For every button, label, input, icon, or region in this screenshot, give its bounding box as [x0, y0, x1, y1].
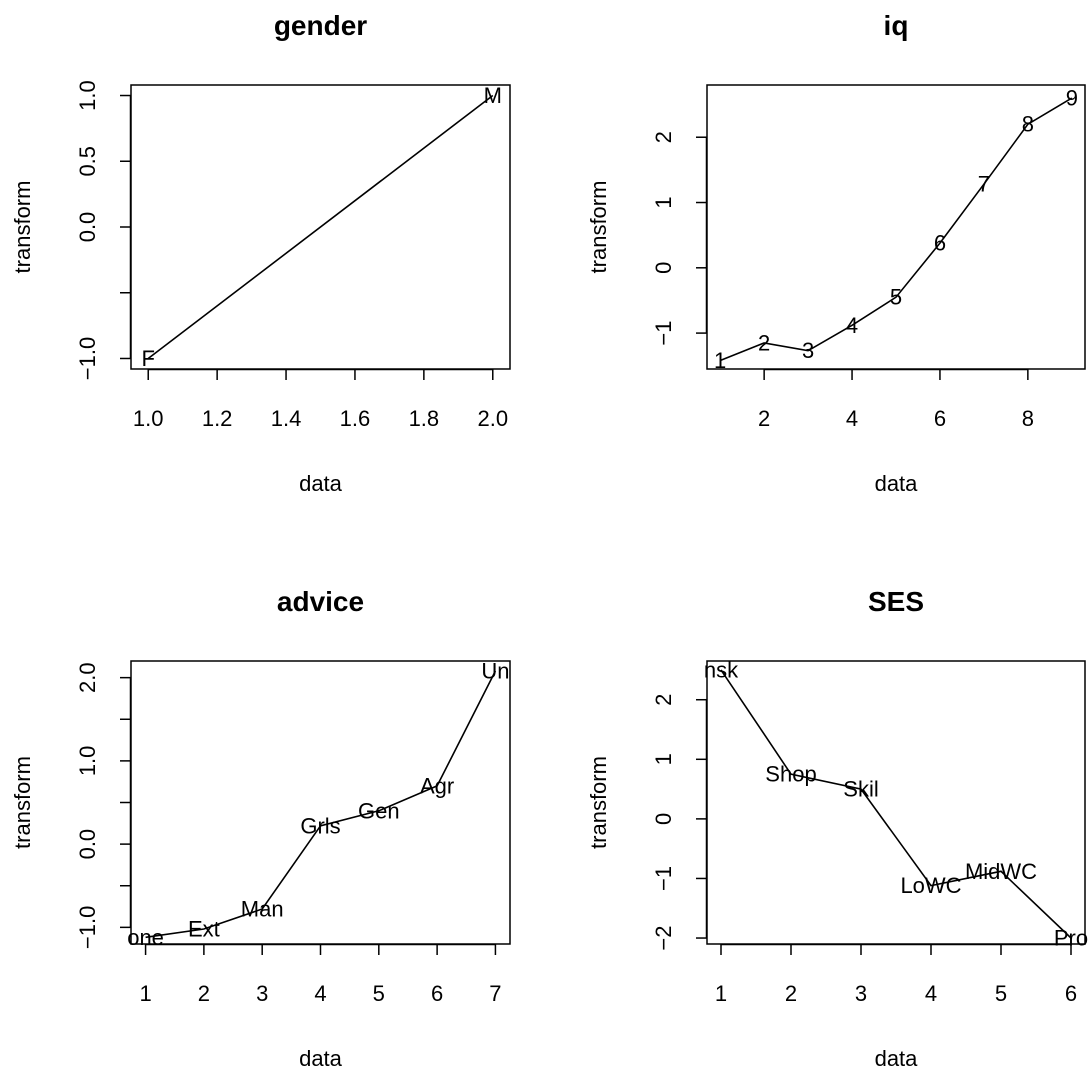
chart-panel-advice: advice 1 2 3 4 5 6 7 −1.0 0.0 1.0 2.0 data transform o…: [10, 586, 511, 1071]
data-point-label: 4: [846, 313, 858, 338]
chart-panel-SES: SES 1 2 3 4 5 6 −2 −1 0 1 2 data transform nsk Shop Skil…: [586, 586, 1088, 1071]
x-tick-label: 1.2: [202, 406, 233, 431]
x-tick-label: 1.8: [409, 406, 440, 431]
x-tick-label: 4: [925, 981, 937, 1006]
x-tick-label: 5: [995, 981, 1007, 1006]
x-tick-label: 6: [934, 406, 946, 431]
series-line: [147, 94, 494, 360]
data-point-label: M: [484, 83, 502, 108]
data-point-label: 8: [1022, 112, 1034, 137]
chart-panel-gender: gender 1.0 1.2 1.4 1.6 1.8 2.0 −1.0 0.0 0.5 1.0 dat…: [10, 10, 511, 496]
data-point-label: Shop: [765, 762, 816, 787]
x-tick-label: 8: [1022, 406, 1034, 431]
x-tick-label: 3: [855, 981, 867, 1006]
x-tick-label: 1: [139, 981, 151, 1006]
y-axis-label: transform: [586, 181, 611, 274]
chart-title: SES: [868, 586, 924, 617]
chart-title: advice: [277, 586, 364, 617]
chart-title: iq: [884, 10, 909, 41]
x-tick-label: 2: [198, 981, 210, 1006]
plot-frame: [130, 660, 511, 945]
y-tick-label: 0: [651, 262, 676, 274]
x-tick-label: 5: [373, 981, 385, 1006]
series-line: [719, 97, 1073, 362]
data-point-label: 5: [890, 285, 902, 310]
data-point-label: 7: [978, 172, 990, 197]
y-tick-label: 0.0: [75, 212, 100, 243]
x-tick-label: 7: [489, 981, 501, 1006]
x-tick-label: 1.6: [340, 406, 371, 431]
y-tick-label: 0.5: [75, 146, 100, 177]
plot-frame: [706, 660, 1086, 945]
data-point-label: nsk: [704, 657, 739, 682]
data-point-label: MidWC: [965, 859, 1037, 884]
data-point-label: LoWC: [900, 873, 961, 898]
data-point-label: Ext: [188, 917, 220, 942]
chart-panel-iq: iq 2 4 6 8 −1 0 1 2 data transform 1 2 3 4 5 6 7 8 9: [586, 10, 1086, 496]
x-tick-label: 2.0: [477, 406, 508, 431]
y-tick-label: 1: [651, 753, 676, 765]
x-tick-label: 6: [1065, 981, 1077, 1006]
x-axis-label: data: [299, 471, 343, 496]
y-tick-label: 1: [651, 196, 676, 208]
y-tick-label: −1: [651, 321, 676, 346]
series-line: [720, 669, 1072, 939]
y-tick-label: 0.0: [75, 829, 100, 860]
x-tick-label: 2: [785, 981, 797, 1006]
data-point-label: Un: [481, 658, 509, 683]
series-line: [145, 670, 497, 939]
y-axis-label: transform: [10, 756, 35, 849]
y-axis-label: transform: [10, 181, 35, 274]
data-point-label: Gen: [358, 798, 400, 823]
y-tick-label: 1.0: [75, 80, 100, 111]
y-tick-label: −1.0: [75, 906, 100, 949]
y-tick-label: 2: [651, 131, 676, 143]
x-tick-label: 1.0: [133, 406, 164, 431]
x-axis-label: data: [875, 471, 919, 496]
x-tick-label: 1: [715, 981, 727, 1006]
data-point-label: Pro: [1054, 926, 1088, 951]
x-tick-label: 6: [431, 981, 443, 1006]
x-tick-label: 2: [758, 406, 770, 431]
y-tick-label: −1.0: [75, 337, 100, 380]
data-point-label: Agr: [420, 773, 454, 798]
y-tick-label: 2.0: [75, 662, 100, 693]
y-tick-label: 2: [651, 694, 676, 706]
data-point-label: 2: [758, 330, 770, 355]
data-point-label: 6: [934, 230, 946, 255]
data-point-label: one: [127, 925, 164, 950]
data-point-label: Skil: [843, 777, 878, 802]
data-point-label: Grls: [300, 813, 340, 838]
x-tick-label: 1.4: [271, 406, 302, 431]
x-tick-label: 4: [314, 981, 326, 1006]
x-tick-label: 4: [846, 406, 858, 431]
y-axis-label: transform: [586, 756, 611, 849]
y-tick-label: 0: [651, 813, 676, 825]
y-tick-label: −2: [651, 925, 676, 950]
data-point-label: 1: [714, 348, 726, 373]
x-tick-label: 3: [256, 981, 268, 1006]
data-point-label: 9: [1066, 86, 1078, 111]
x-axis-label: data: [875, 1046, 919, 1071]
x-axis-label: data: [299, 1046, 343, 1071]
data-point-label: Man: [241, 897, 284, 922]
data-point-label: 3: [802, 338, 814, 363]
chart-title: gender: [274, 10, 367, 41]
data-point-label: F: [142, 346, 155, 371]
y-tick-label: 1.0: [75, 746, 100, 777]
y-tick-label: −1: [651, 866, 676, 891]
